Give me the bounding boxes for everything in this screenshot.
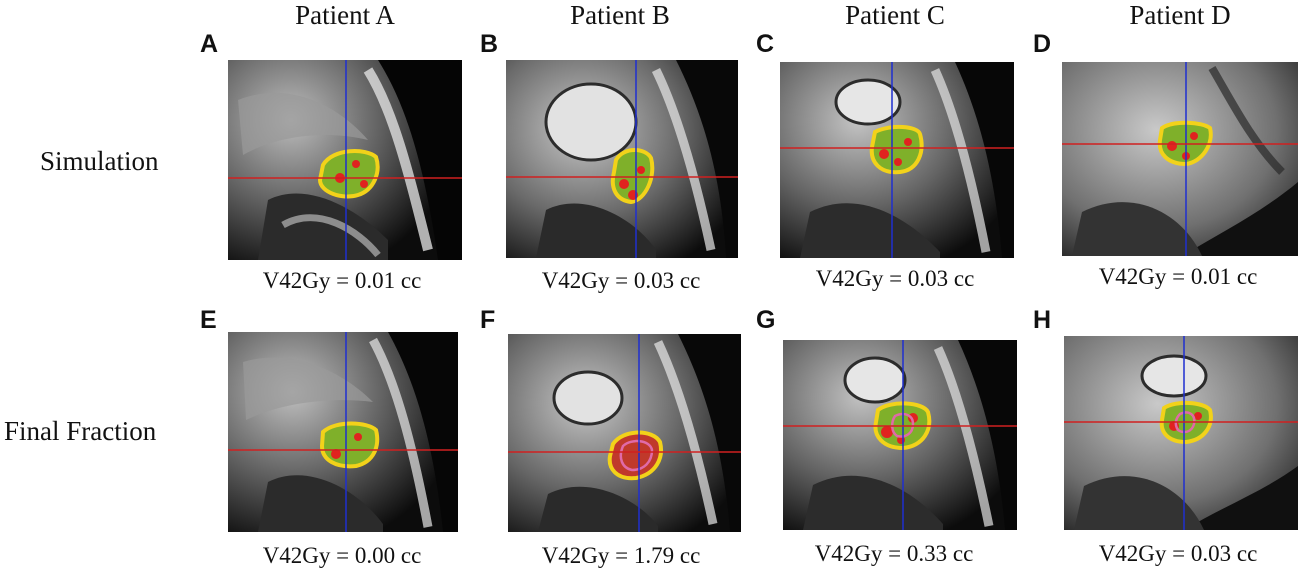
mri-panel-b bbox=[506, 60, 738, 258]
target-contour bbox=[607, 430, 663, 481]
column-header-patient-a: Patient A bbox=[295, 0, 395, 30]
mri-panel-d bbox=[1062, 62, 1298, 256]
mri-panel-a bbox=[228, 60, 462, 260]
mri-panel-c bbox=[780, 62, 1014, 258]
mri-panel-e bbox=[228, 332, 458, 532]
caption-panel-a: V42Gy = 0.01 cc bbox=[262, 268, 422, 293]
column-header-patient-d: Patient D bbox=[1129, 0, 1231, 30]
panel-letter-a: A bbox=[200, 30, 219, 58]
caption-panel-c: V42Gy = 0.03 cc bbox=[815, 266, 975, 291]
mri-panel-g bbox=[783, 340, 1017, 530]
caption-panel-d: V42Gy = 0.01 cc bbox=[1098, 264, 1258, 289]
caption-panel-b: V42Gy = 0.03 cc bbox=[541, 268, 701, 293]
column-header-patient-c: Patient C bbox=[845, 0, 945, 30]
panel-letter-d: D bbox=[1033, 30, 1052, 58]
caption-panel-f: V42Gy = 1.79 cc bbox=[541, 543, 701, 568]
panel-letter-f: F bbox=[480, 306, 496, 334]
mri-panel-h bbox=[1064, 336, 1298, 530]
caption-panel-e: V42Gy = 0.00 cc bbox=[262, 543, 422, 568]
panel-letter-h: H bbox=[1033, 306, 1052, 334]
panel-letter-c: C bbox=[756, 30, 775, 58]
target-contour bbox=[317, 149, 380, 199]
inner-contour bbox=[619, 439, 654, 472]
panel-letter-b: B bbox=[480, 30, 499, 58]
row-label-final-fraction: Final Fraction bbox=[4, 416, 157, 446]
panel-letter-g: G bbox=[756, 306, 776, 334]
caption-panel-h: V42Gy = 0.03 cc bbox=[1098, 541, 1258, 566]
target-contour bbox=[319, 421, 380, 469]
caption-panel-g: V42Gy = 0.33 cc bbox=[814, 541, 974, 566]
mri-panel-f bbox=[508, 334, 741, 532]
row-label-simulation: Simulation bbox=[40, 146, 159, 176]
panel-letter-e: E bbox=[200, 306, 217, 334]
column-header-patient-b: Patient B bbox=[570, 0, 670, 30]
